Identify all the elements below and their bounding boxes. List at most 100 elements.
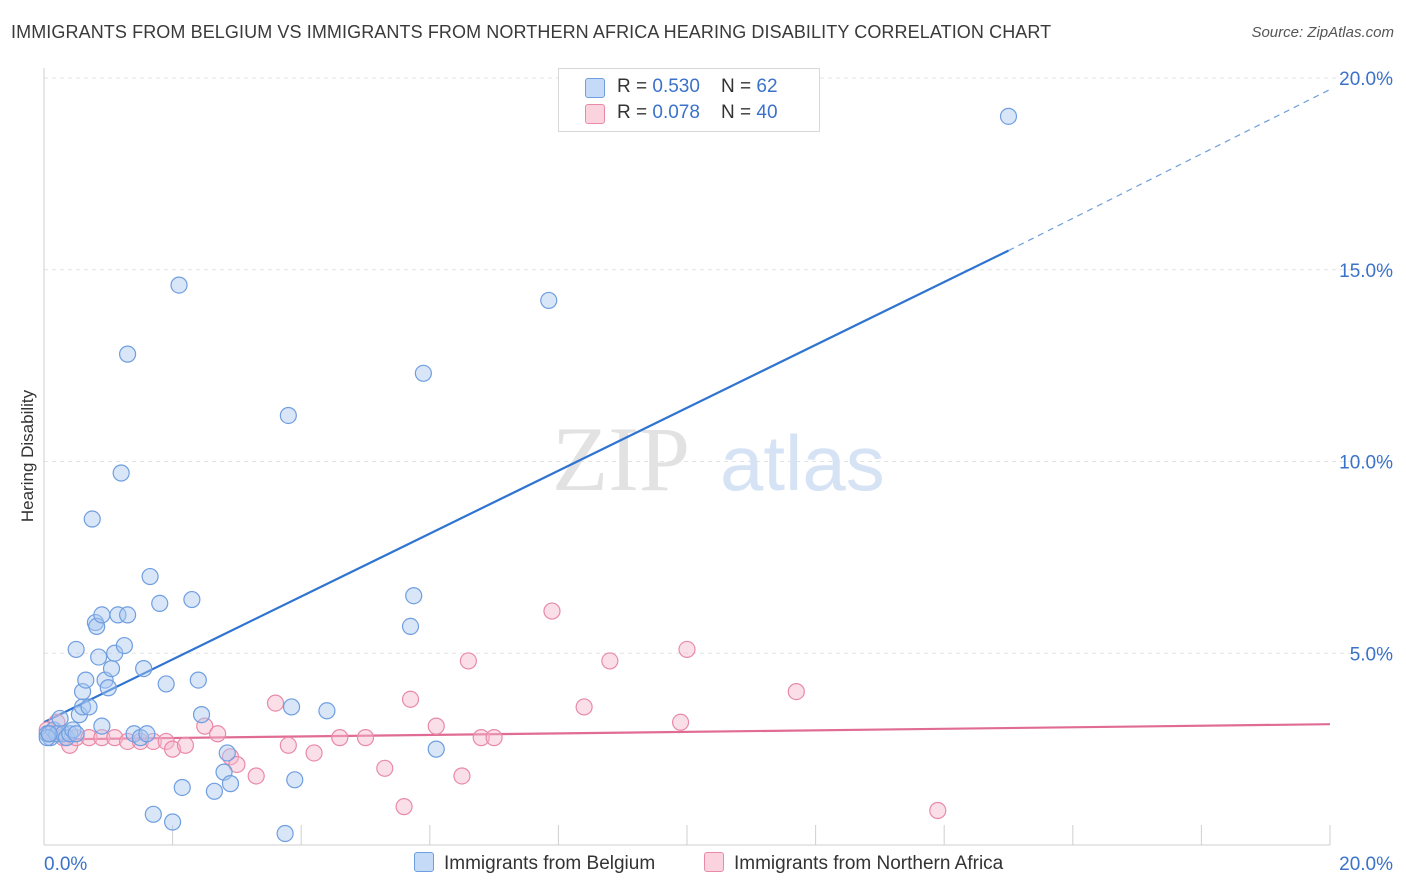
point-belgium: [80, 698, 98, 716]
point-belgium: [73, 698, 92, 716]
point-belgium: [318, 702, 336, 720]
point-belgium: [67, 640, 85, 659]
point-belgium: [157, 675, 175, 693]
point-belgium: [427, 740, 445, 758]
bottom-legend-northern-africa: Immigrants from Northern Africa: [704, 852, 1003, 875]
y-tick-label: 5.0%: [1350, 644, 1393, 665]
point-belgium: [83, 510, 101, 528]
point-belgium: [51, 709, 69, 728]
bottom-legend-swatch-belgium: [414, 852, 434, 872]
point-belgium: [118, 606, 137, 624]
point-northern-africa: [80, 729, 98, 747]
point-belgium: [112, 464, 130, 482]
point-belgium: [183, 590, 201, 609]
legend-r-value: 0.078: [652, 102, 700, 123]
point-northern-africa: [678, 640, 696, 659]
legend-swatch-northern-africa: [585, 104, 605, 124]
trend-line-belgium: [43, 249, 1009, 724]
point-belgium: [401, 617, 420, 636]
point-northern-africa: [266, 694, 285, 712]
point-northern-africa: [485, 729, 503, 747]
point-belgium: [40, 725, 58, 743]
chart-title: IMMIGRANTS FROM BELGIUM VS IMMIGRANTS FR…: [11, 22, 1052, 42]
point-northern-africa: [376, 759, 394, 777]
trend-lines: [43, 88, 1331, 741]
point-northern-africa: [331, 729, 349, 747]
point-belgium: [282, 698, 301, 716]
point-belgium: [144, 805, 162, 823]
point-belgium: [279, 406, 297, 425]
point-belgium: [102, 659, 121, 678]
y-axis-label: Hearing Disability: [18, 389, 37, 523]
point-northern-africa: [247, 767, 265, 785]
trend-line-belgium-extension: [1008, 88, 1331, 252]
bottom-legend-swatch-northern-africa: [704, 852, 724, 872]
x-tick-label: 20.0%: [1339, 854, 1393, 875]
watermark-zip: ZIP: [552, 408, 690, 510]
point-belgium: [999, 107, 1018, 125]
point-northern-africa: [601, 652, 619, 670]
point-belgium: [135, 659, 153, 678]
point-northern-africa: [356, 729, 375, 747]
point-belgium: [218, 744, 236, 762]
point-northern-africa: [395, 798, 413, 816]
point-belgium: [93, 717, 111, 735]
point-northern-africa: [106, 729, 124, 747]
legend-swatch-belgium: [585, 78, 605, 98]
point-northern-africa: [305, 744, 323, 762]
source-label: Source: ZipAtlas.com: [1251, 24, 1394, 41]
axes: [43, 68, 1331, 846]
point-northern-africa: [279, 736, 297, 754]
watermark-atlas: atlas: [720, 419, 885, 507]
bottom-legend-label-northern-africa: Immigrants from Northern Africa: [734, 853, 1004, 874]
legend-r-value: 0.530: [652, 76, 700, 97]
point-belgium: [90, 648, 108, 666]
legend-r-label: R =: [617, 76, 653, 97]
bottom-legend-label-belgium: Immigrants from Belgium: [444, 853, 656, 874]
point-northern-africa: [164, 740, 182, 758]
legend-n-label: N =: [721, 76, 757, 97]
data-points: [38, 107, 1018, 843]
legend-n-value: 62: [756, 76, 778, 97]
point-northern-africa: [459, 652, 477, 670]
point-northern-africa: [427, 717, 445, 735]
point-belgium: [99, 679, 117, 697]
legend-r-label: R =: [617, 102, 653, 123]
point-belgium: [192, 706, 211, 724]
point-belgium: [141, 567, 159, 586]
point-northern-africa: [228, 755, 246, 774]
point-belgium: [170, 276, 188, 294]
point-belgium: [414, 364, 432, 382]
point-belgium: [77, 671, 95, 689]
point-belgium: [115, 636, 133, 655]
point-belgium: [109, 606, 127, 624]
point-northern-africa: [929, 801, 947, 820]
bottom-legend-belgium: Immigrants from Belgium: [414, 852, 655, 875]
point-belgium: [164, 813, 182, 831]
point-northern-africa: [472, 729, 490, 747]
trend-line-northern-africa: [43, 723, 1331, 741]
point-belgium: [173, 778, 191, 797]
point-belgium: [151, 594, 169, 612]
point-northern-africa: [787, 682, 805, 701]
point-northern-africa: [453, 767, 471, 785]
point-belgium: [221, 775, 240, 793]
point-belgium: [286, 771, 304, 789]
point-belgium: [276, 824, 294, 843]
point-northern-africa: [176, 736, 195, 754]
correlation-legend: R = 0.530 N = 62 R = 0.078 N = 40: [558, 68, 820, 132]
point-belgium: [138, 725, 156, 743]
point-belgium: [67, 725, 85, 743]
grid-lines: [44, 77, 1392, 654]
legend-n-label: N =: [721, 102, 757, 123]
point-northern-africa: [401, 690, 420, 708]
point-belgium: [405, 587, 423, 605]
point-belgium: [93, 606, 111, 624]
point-northern-africa: [209, 725, 227, 743]
tick-labels: 5.0% 10.0% 15.0% 20.0% 0.0% 20.0%: [44, 69, 1393, 875]
point-northern-africa: [575, 698, 593, 716]
point-northern-africa: [543, 602, 561, 620]
y-tick-label: 15.0%: [1339, 261, 1393, 282]
point-belgium: [205, 782, 223, 800]
